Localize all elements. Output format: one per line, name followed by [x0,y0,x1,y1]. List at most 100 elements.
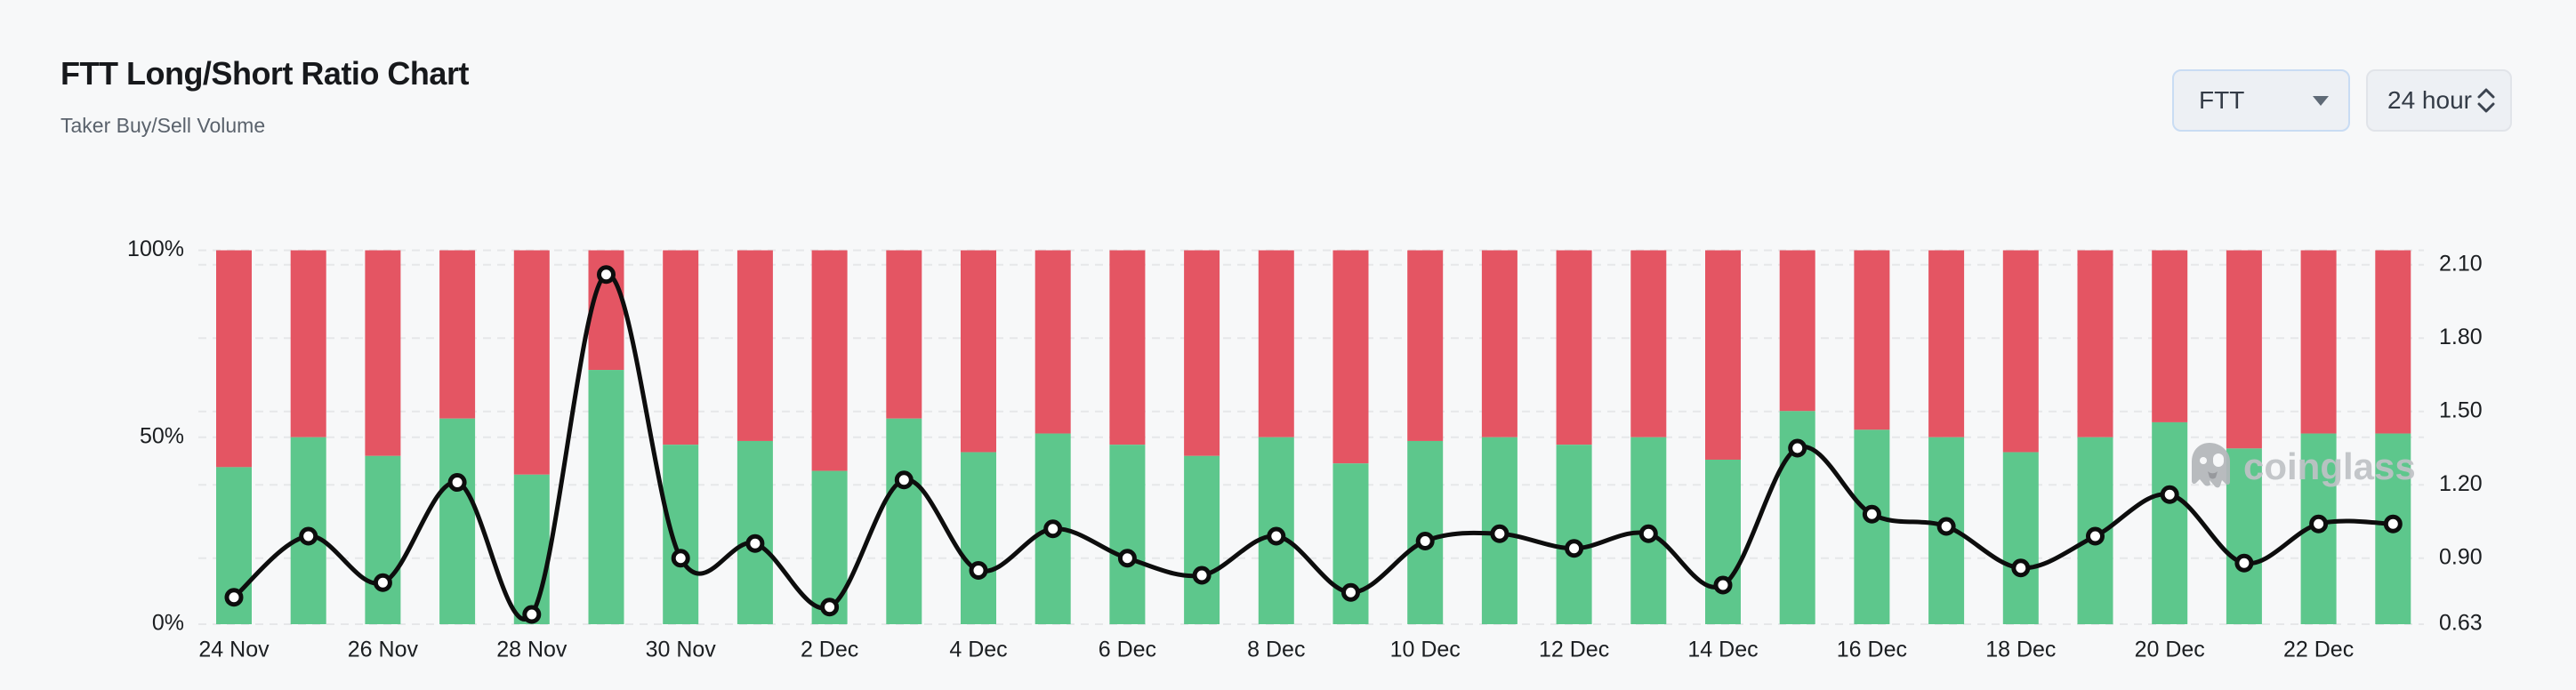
ratio-marker[interactable] [1043,519,1063,539]
x-axis-label: 12 Dec [1539,638,1609,662]
ratio-marker[interactable] [1713,575,1733,595]
bar-buy-segment[interactable] [663,445,699,624]
ratio-marker[interactable] [1415,532,1435,550]
ratio-marker[interactable] [1788,438,1807,458]
bar-buy-segment[interactable] [2002,452,2039,624]
ratio-marker[interactable] [2383,514,2403,534]
ratio-marker[interactable] [1490,524,1509,543]
x-axis-label: 8 Dec [1247,638,1305,662]
y-axis-label-left: 50% [140,423,184,448]
bar-sell-segment[interactable] [1928,250,1965,437]
ratio-marker[interactable] [1862,504,1881,524]
ratio-marker[interactable] [1341,582,1360,602]
interval-select[interactable]: 24 hour [2366,69,2512,132]
bar-sell-segment[interactable] [1332,250,1369,464]
x-axis-label: 22 Dec [2283,638,2354,662]
x-axis-label: 24 Nov [198,638,270,662]
bar-sell-segment[interactable] [663,250,699,445]
bar-buy-segment[interactable] [1556,445,1592,624]
bar-buy-segment[interactable] [1854,429,1890,624]
x-axis-label: 6 Dec [1099,638,1156,662]
bar-sell-segment[interactable] [2375,250,2411,434]
bar-sell-segment[interactable] [1705,250,1741,460]
symbol-select[interactable]: FTT [2172,69,2350,132]
bar-buy-segment[interactable] [737,440,773,624]
bar-buy-segment[interactable] [961,452,996,624]
bar-sell-segment[interactable] [1630,250,1667,437]
ratio-marker[interactable] [597,265,616,285]
ratio-marker[interactable] [969,561,988,580]
ratio-marker[interactable] [2011,558,2031,578]
ratio-marker[interactable] [373,573,392,592]
ratio-marker[interactable] [1117,549,1137,568]
ratio-marker[interactable] [299,526,318,546]
bar-sell-segment[interactable] [811,250,848,471]
bar-sell-segment[interactable] [2300,250,2337,434]
symbol-select-value: FTT [2199,86,2245,114]
bar-sell-segment[interactable] [1556,250,1592,445]
bar-sell-segment[interactable] [1034,250,1071,434]
bar-buy-segment[interactable] [365,455,401,624]
bar-sell-segment[interactable] [2152,250,2188,422]
bar-buy-segment[interactable] [2226,448,2262,624]
bar-sell-segment[interactable] [2002,250,2039,453]
bar-sell-segment[interactable] [1481,250,1517,437]
bar-buy-segment[interactable] [513,474,550,624]
ratio-marker[interactable] [894,470,914,490]
bar-buy-segment[interactable] [1109,445,1146,624]
ratio-marker[interactable] [745,534,765,553]
bar-sell-segment[interactable] [513,250,550,475]
x-axis-label: 14 Dec [1687,638,1758,662]
y-axis-label-right: 1.80 [2439,325,2483,349]
chevron-updown-icon [2476,88,2496,113]
bar-buy-segment[interactable] [439,418,476,624]
y-axis-label-left: 100% [127,237,184,261]
bar-buy-segment[interactable] [2152,421,2188,624]
x-axis-label: 26 Nov [348,638,419,662]
bar-sell-segment[interactable] [439,250,476,419]
ratio-marker[interactable] [1638,524,1658,543]
bar-sell-segment[interactable] [216,250,252,468]
chart-controls: FTT 24 hour [2172,69,2512,132]
ratio-marker[interactable] [2309,514,2329,534]
ratio-marker[interactable] [1565,539,1584,558]
interval-select-value: 24 hour [2387,86,2472,114]
ratio-marker[interactable] [522,605,542,624]
ratio-marker[interactable] [1192,566,1212,585]
bar-sell-segment[interactable] [365,250,401,456]
bar-sell-segment[interactable] [886,250,922,419]
ratio-marker[interactable] [820,598,840,617]
bar-buy-segment[interactable] [886,418,922,624]
ratio-line [231,272,2395,622]
x-axis-label: 10 Dec [1390,638,1461,662]
bar-sell-segment[interactable] [1854,250,1890,430]
ratio-marker[interactable] [2160,485,2179,504]
ratio-marker[interactable] [447,473,467,492]
ratio-marker[interactable] [671,549,690,568]
ratio-marker[interactable] [2086,526,2105,546]
bar-sell-segment[interactable] [1407,250,1444,441]
bar-buy-segment[interactable] [588,370,624,624]
bar-sell-segment[interactable] [2226,250,2262,449]
bar-buy-segment[interactable] [1705,459,1741,624]
bar-sell-segment[interactable] [737,250,773,441]
bar-sell-segment[interactable] [1258,250,1294,437]
ratio-marker[interactable] [1267,526,1286,546]
bar-sell-segment[interactable] [1109,250,1146,445]
bar-sell-segment[interactable] [2077,250,2113,437]
ratio-marker[interactable] [1936,517,1956,536]
ratio-marker[interactable] [2234,553,2254,573]
bar-sell-segment[interactable] [1184,250,1220,456]
y-axis-label-right: 0.90 [2439,544,2483,569]
bar-sell-segment[interactable] [290,250,326,437]
x-axis-label: 16 Dec [1837,638,1907,662]
ratio-marker[interactable] [224,588,244,607]
bar-buy-segment[interactable] [1184,455,1220,624]
page-title: FTT Long/Short Ratio Chart [60,55,469,92]
bar-sell-segment[interactable] [961,250,996,453]
x-axis-label: 4 Dec [949,638,1007,662]
caret-down-icon [2313,95,2329,106]
bar-sell-segment[interactable] [1779,250,1815,412]
